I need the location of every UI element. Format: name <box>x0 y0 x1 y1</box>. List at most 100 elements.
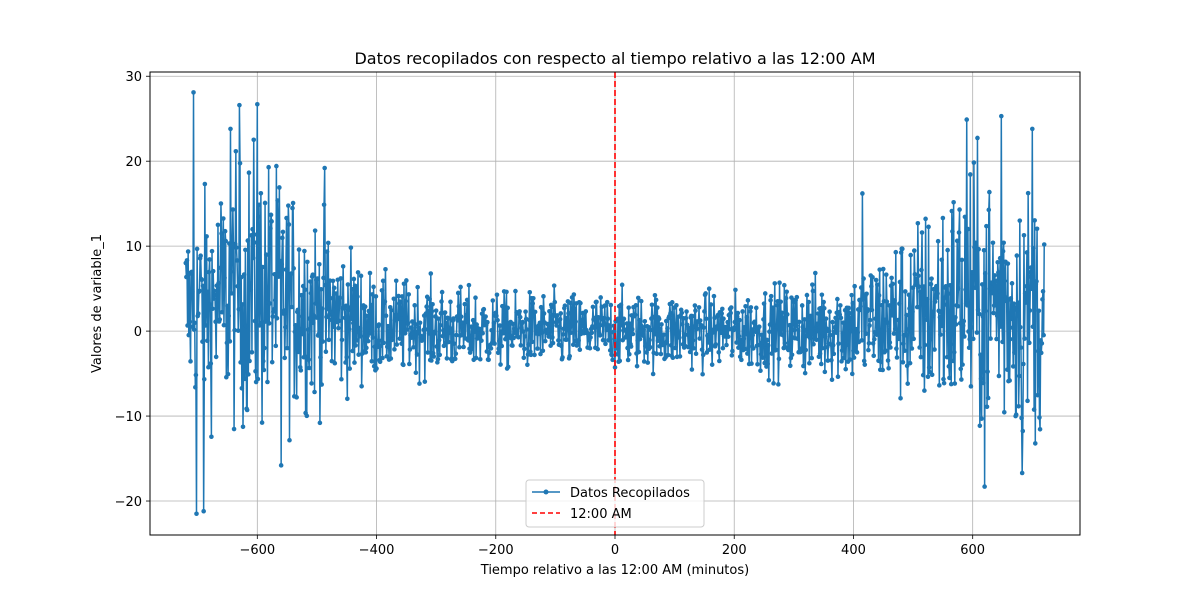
data-point <box>734 314 740 319</box>
data-point <box>319 382 324 387</box>
data-point <box>917 289 923 294</box>
data-point <box>345 282 351 287</box>
data-point <box>367 270 373 276</box>
data-point <box>990 240 996 246</box>
data-point <box>343 303 349 309</box>
data-point <box>626 305 632 310</box>
data-point <box>898 396 903 401</box>
data-point <box>1023 300 1029 305</box>
data-point <box>267 301 273 306</box>
data-point <box>866 340 872 346</box>
data-point <box>219 231 224 236</box>
data-point <box>278 463 284 468</box>
data-point <box>271 307 277 312</box>
data-point <box>697 336 702 341</box>
y-tick-label: −20 <box>115 495 142 510</box>
data-point <box>947 375 952 381</box>
data-point <box>299 314 305 319</box>
data-point <box>959 257 965 263</box>
data-point <box>870 341 876 346</box>
data-point <box>736 345 741 350</box>
data-point <box>552 299 558 305</box>
data-point <box>968 384 974 389</box>
data-point <box>971 160 977 165</box>
y-tick-label: 0 <box>134 325 142 340</box>
data-point <box>434 344 440 349</box>
data-point <box>355 270 361 275</box>
data-point <box>729 353 735 358</box>
data-point <box>225 371 231 377</box>
data-point <box>960 323 966 328</box>
data-point <box>462 301 468 307</box>
data-point <box>217 317 223 322</box>
data-point <box>634 363 640 369</box>
data-point <box>430 350 436 356</box>
data-point <box>824 344 830 350</box>
data-point <box>974 330 980 335</box>
data-point <box>815 311 821 316</box>
data-point <box>270 314 276 319</box>
data-point <box>436 316 441 322</box>
data-point <box>691 345 696 351</box>
data-point <box>308 279 313 284</box>
data-point <box>291 266 296 271</box>
data-point <box>862 362 868 367</box>
data-point <box>1010 325 1015 330</box>
data-point <box>420 334 426 340</box>
data-point <box>598 295 603 300</box>
data-point <box>1019 470 1025 476</box>
data-point <box>669 300 675 305</box>
data-point <box>567 353 572 359</box>
data-point <box>321 275 326 281</box>
data-point <box>311 320 316 326</box>
data-point <box>1031 407 1037 412</box>
data-point <box>665 326 670 331</box>
data-point <box>426 331 432 336</box>
data-point <box>297 326 302 332</box>
data-point <box>478 326 484 332</box>
data-point <box>234 258 240 263</box>
data-point <box>638 298 644 304</box>
data-point <box>273 343 279 349</box>
data-point <box>199 277 205 282</box>
data-point <box>689 367 695 372</box>
data-point <box>873 316 878 322</box>
data-point <box>833 330 839 335</box>
x-tick-label: 600 <box>960 543 985 558</box>
data-point <box>328 295 333 301</box>
data-point <box>495 350 501 356</box>
data-point <box>782 282 787 288</box>
data-point <box>604 299 610 305</box>
data-point <box>919 230 925 235</box>
data-point <box>700 352 706 358</box>
data-point <box>226 313 231 319</box>
data-point <box>734 340 739 345</box>
data-point <box>810 282 815 287</box>
data-point <box>532 352 537 358</box>
data-point <box>538 351 543 357</box>
data-point <box>742 325 747 330</box>
data-point <box>637 336 643 342</box>
data-point <box>318 287 324 292</box>
legend-label-datos: Datos Recopilados <box>570 486 690 501</box>
data-point <box>819 292 825 298</box>
data-point <box>771 381 776 386</box>
data-point <box>358 273 364 279</box>
data-point <box>653 331 658 337</box>
data-point <box>937 383 942 388</box>
data-point <box>635 295 641 301</box>
data-point <box>251 137 257 143</box>
data-point <box>858 304 863 309</box>
data-point <box>652 314 657 320</box>
data-point <box>451 341 457 346</box>
data-point <box>1022 336 1027 341</box>
data-point <box>624 333 629 339</box>
data-point <box>247 281 253 286</box>
data-point <box>423 327 428 332</box>
data-point <box>249 233 254 238</box>
data-point <box>510 343 515 348</box>
data-point <box>717 358 722 364</box>
data-point <box>473 295 478 301</box>
data-point <box>560 355 565 360</box>
data-point <box>861 276 866 281</box>
